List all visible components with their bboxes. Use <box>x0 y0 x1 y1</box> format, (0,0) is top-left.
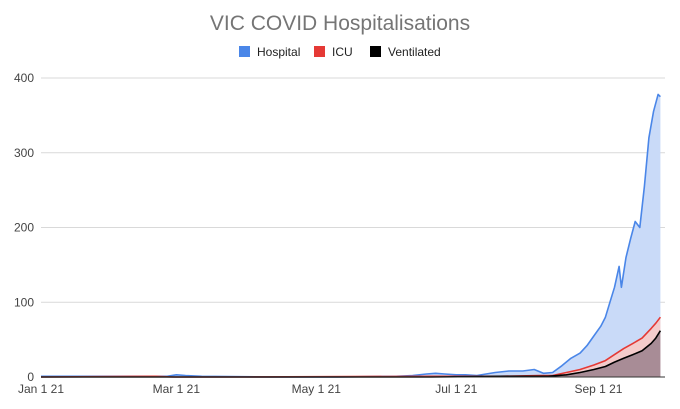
legend-swatch-hospital <box>239 46 250 57</box>
y-tick-label: 400 <box>14 71 34 85</box>
y-tick-label: 100 <box>14 295 34 309</box>
x-tick-label: Mar 1 21 <box>153 382 201 396</box>
axes: Jan 1 21 Mar 1 21 May 1 21 Jul 1 21 Sep 1 21 <box>18 376 665 396</box>
y-tick-label: 0 <box>27 370 34 384</box>
series-line-ventilated <box>41 330 662 378</box>
chart-title: VIC COVID Hospitalisations <box>210 12 470 35</box>
series-line-hospital <box>41 93 661 378</box>
legend-swatch-ventilated <box>370 46 381 57</box>
legend-swatch-icu <box>314 46 325 57</box>
y-tick-label: 200 <box>14 221 34 235</box>
legend-label-ventilated: Ventilated <box>388 45 441 59</box>
legend-label-icu: ICU <box>332 45 353 59</box>
series-area-ventilated <box>41 330 661 377</box>
y-tick-label: 300 <box>14 146 34 160</box>
plot-area <box>40 93 662 378</box>
x-tick-label: May 1 21 <box>292 382 342 396</box>
gridlines: 0 100 200 300 400 <box>14 71 665 384</box>
x-tick-label: Jan 1 21 <box>18 382 64 396</box>
series-area-hospital <box>41 94 661 378</box>
legend-label-hospital: Hospital <box>257 45 300 59</box>
x-tick-label: Sep 1 21 <box>574 382 622 396</box>
x-tick-label: Jul 1 21 <box>435 382 477 396</box>
legend: Hospital ICU Ventilated <box>239 45 441 59</box>
